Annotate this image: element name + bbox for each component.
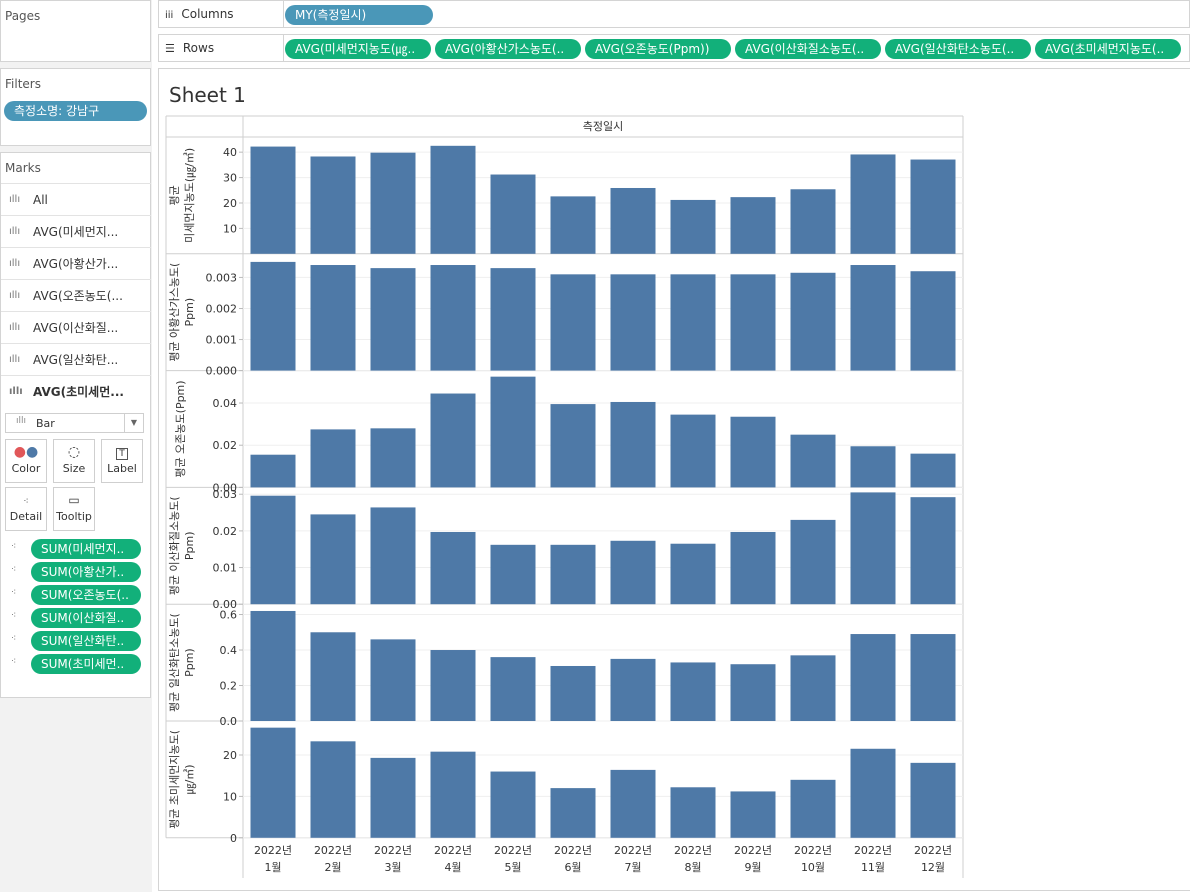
bar-chart-icon: ıllı — [9, 258, 21, 269]
bar-chart-icon: ıllı — [9, 322, 21, 333]
mark-card-label: Tooltip — [56, 510, 92, 523]
detail-icon: ⁖ — [11, 565, 17, 575]
mark-field-pill[interactable]: SUM(오존농도(.. — [31, 585, 141, 605]
marks-panel: Marks ıllı All ıllı AVG(미세먼지... ıllı AVG(아황산가… — [0, 152, 151, 698]
mark-card-label[interactable]: T Label — [101, 439, 143, 483]
detail-icon: ⁖ — [11, 611, 17, 621]
rows-pill[interactable]: AVG(미세먼지농도(㎍.. — [285, 39, 431, 59]
mark-card-label: Size — [62, 462, 86, 475]
detail-icon: ⁖ — [11, 634, 17, 644]
tooltip-icon: ▭ — [68, 493, 80, 507]
detail-icon: ⁖ — [11, 657, 17, 667]
bar-chart-icon: ıllı — [9, 290, 21, 301]
marks-row[interactable]: ıllı AVG(미세먼지... — [1, 215, 151, 247]
pages-panel: Pages — [0, 0, 151, 62]
mark-field-pill[interactable]: SUM(초미세먼.. — [31, 654, 141, 674]
mark-card-label: Detail — [9, 510, 43, 523]
marks-row-label: AVG(일산화탄... — [33, 353, 119, 367]
filters-title: Filters — [5, 77, 41, 91]
bar-chart-icon: ıllı — [9, 386, 23, 397]
chevron-down-icon: ▼ — [124, 414, 143, 432]
columns-pill-date[interactable]: MY(측정일시) — [285, 5, 433, 25]
marks-row[interactable]: ıllı AVG(아황산가... — [1, 247, 151, 279]
pages-title: Pages — [5, 9, 41, 23]
mark-card-detail[interactable]: ⁖ Detail — [5, 487, 47, 531]
marks-row-label: AVG(이산화질... — [33, 321, 119, 335]
mark-card-label: Label — [107, 462, 137, 475]
mark-card-color[interactable]: ●● Color — [5, 439, 47, 483]
detail-icon: ⁖ — [11, 588, 17, 598]
marks-row[interactable]: ıllı AVG(일산화탄... — [1, 343, 151, 375]
marks-row-label: AVG(초미세먼... — [33, 385, 124, 399]
bar-chart-icon: ıllı — [16, 416, 27, 426]
marks-row-label: AVG(오존농도(... — [33, 289, 123, 303]
bar-chart-icon: ıllı — [9, 226, 21, 237]
detail-icon: ⁖ — [23, 497, 29, 507]
list-icon: ☰ — [165, 42, 175, 55]
columns-icon: iii — [165, 10, 174, 21]
rows-pill[interactable]: AVG(일산화탄소농도(.. — [885, 39, 1031, 59]
mark-field-pill[interactable]: SUM(이산화질.. — [31, 608, 141, 628]
marks-row-label: AVG(미세먼지... — [33, 225, 119, 239]
detail-icon: ⁖ — [11, 542, 17, 552]
columns-label: iii Columns — [165, 7, 234, 21]
sheet-view: Sheet 1 — [158, 68, 1190, 891]
marks-row-label: All — [33, 192, 48, 207]
mark-card-tooltip[interactable]: ▭ Tooltip — [53, 487, 95, 531]
mark-type-value: Bar — [36, 417, 55, 430]
rows-pill[interactable]: AVG(아황산가스농도(.. — [435, 39, 581, 59]
size-icon: ◌ — [67, 444, 81, 460]
mark-card-label: Color — [11, 462, 41, 475]
shelf-divider — [283, 1, 284, 27]
marks-row-label: AVG(아황산가... — [33, 257, 119, 271]
rows-pill[interactable]: AVG(오존농도(Ppm)) — [585, 39, 731, 59]
mark-field-pill[interactable]: SUM(미세먼지.. — [31, 539, 141, 559]
marks-title: Marks — [5, 161, 41, 175]
marks-row[interactable]: ıllı AVG(이산화질... — [1, 311, 151, 343]
bar-chart-icon: ıllı — [9, 194, 21, 205]
marks-row[interactable]: ıllı All — [1, 183, 151, 215]
marks-row[interactable]: ıllı AVG(오존농도(... — [1, 279, 151, 311]
rows-pill[interactable]: AVG(이산화질소농도(.. — [735, 39, 881, 59]
rows-pill[interactable]: AVG(초미세먼지농도(.. — [1035, 39, 1181, 59]
color-icon: ●● — [13, 444, 39, 460]
shelf-divider — [283, 35, 284, 61]
bar-chart-icon: ıllı — [9, 354, 21, 365]
rows-label: ☰ Rows — [165, 41, 215, 55]
rows-shelf: ☰ Rows AVG(미세먼지농도(㎍.. AVG(아황산가스농도(.. AVG(오존… — [158, 34, 1190, 62]
mark-field-pill[interactable]: SUM(아황산가.. — [31, 562, 141, 582]
filters-panel: Filters 측정소명: 강남구 — [0, 68, 151, 146]
mark-type-select[interactable]: ıllı Bar ▼ — [5, 413, 144, 433]
mark-card-size[interactable]: ◌ Size — [53, 439, 95, 483]
label-icon: T — [102, 444, 142, 462]
filter-pill-station[interactable]: 측정소명: 강남구 — [4, 101, 147, 121]
columns-shelf: iii Columns MY(측정일시) — [158, 0, 1190, 28]
sheet-title: Sheet 1 — [169, 83, 246, 107]
marks-row[interactable]: ıllı AVG(초미세먼... — [1, 375, 151, 407]
mark-field-pill[interactable]: SUM(일산화탄.. — [31, 631, 141, 651]
